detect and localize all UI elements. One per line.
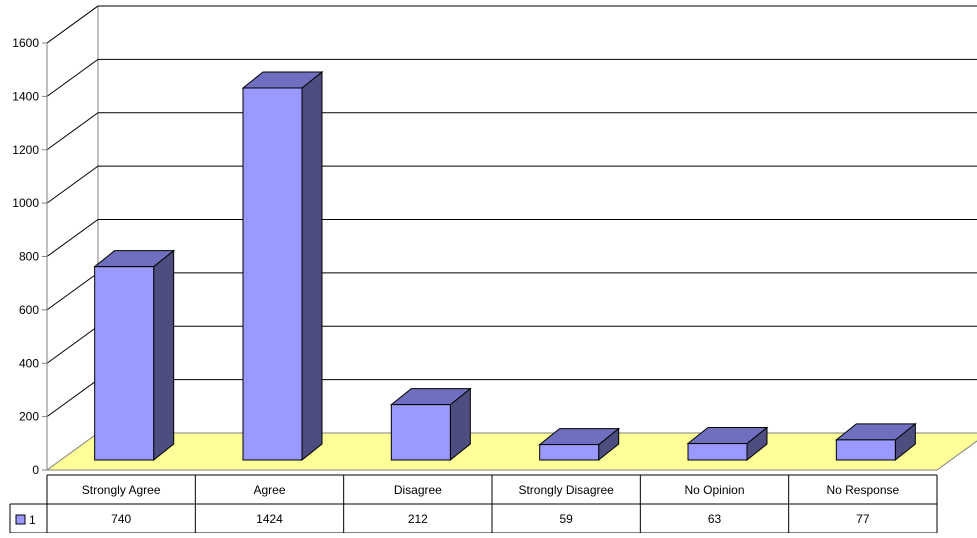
y-tick-label: 800: [19, 250, 39, 264]
data-table: Strongly Agree 740 Agree 1424 Disagree 212 Str…: [9, 474, 938, 534]
data-label: 212: [408, 512, 428, 526]
data-label: 740: [111, 512, 131, 526]
category-label: Agree: [253, 483, 285, 497]
category-label: Disagree: [394, 483, 442, 497]
bar-front: [390, 404, 451, 461]
bar-5: [834, 422, 917, 462]
y-tick-label: 1400: [12, 89, 39, 103]
data-label: 1424: [256, 512, 283, 526]
y-tick-label: 600: [19, 303, 39, 317]
y-tick-label: 200: [19, 410, 39, 424]
bar-front: [94, 266, 155, 461]
bar-front: [835, 439, 896, 461]
bar-front: [539, 444, 600, 461]
category-label: No Response: [826, 483, 899, 497]
y-axis: 0 200 400 600 800 1000 1200 1400 1600: [12, 36, 48, 477]
bars: [93, 70, 917, 462]
legend-swatch: [15, 514, 26, 525]
y-tick-label: 0: [32, 463, 39, 477]
gridline-1200: [46, 112, 977, 151]
data-label: 63: [708, 512, 722, 526]
data-label: 77: [856, 512, 870, 526]
legend-label: 1: [29, 513, 36, 527]
y-tick-label: 1600: [12, 36, 39, 50]
bar-2: [389, 387, 472, 462]
bar-side: [301, 70, 323, 462]
bar-3: [538, 427, 621, 462]
gridline-1400: [46, 58, 977, 97]
category-label: No Opinion: [684, 483, 744, 497]
bar-1: [241, 70, 324, 462]
bar-0: [93, 249, 176, 462]
gridline-800: [46, 219, 977, 257]
y-tick-label: 1200: [12, 143, 39, 157]
gridline-1000: [46, 165, 977, 204]
bar-4: [686, 426, 769, 462]
category-label: Strongly Agree: [82, 483, 161, 497]
gridline-1600: [46, 5, 977, 44]
bar-front: [242, 87, 303, 461]
bar-side: [153, 249, 175, 462]
category-label: Strongly Disagree: [518, 483, 614, 497]
data-label: 59: [559, 512, 573, 526]
y-tick-label: 400: [19, 356, 39, 370]
bar-front: [687, 443, 748, 461]
y-tick-label: 1000: [12, 196, 39, 210]
